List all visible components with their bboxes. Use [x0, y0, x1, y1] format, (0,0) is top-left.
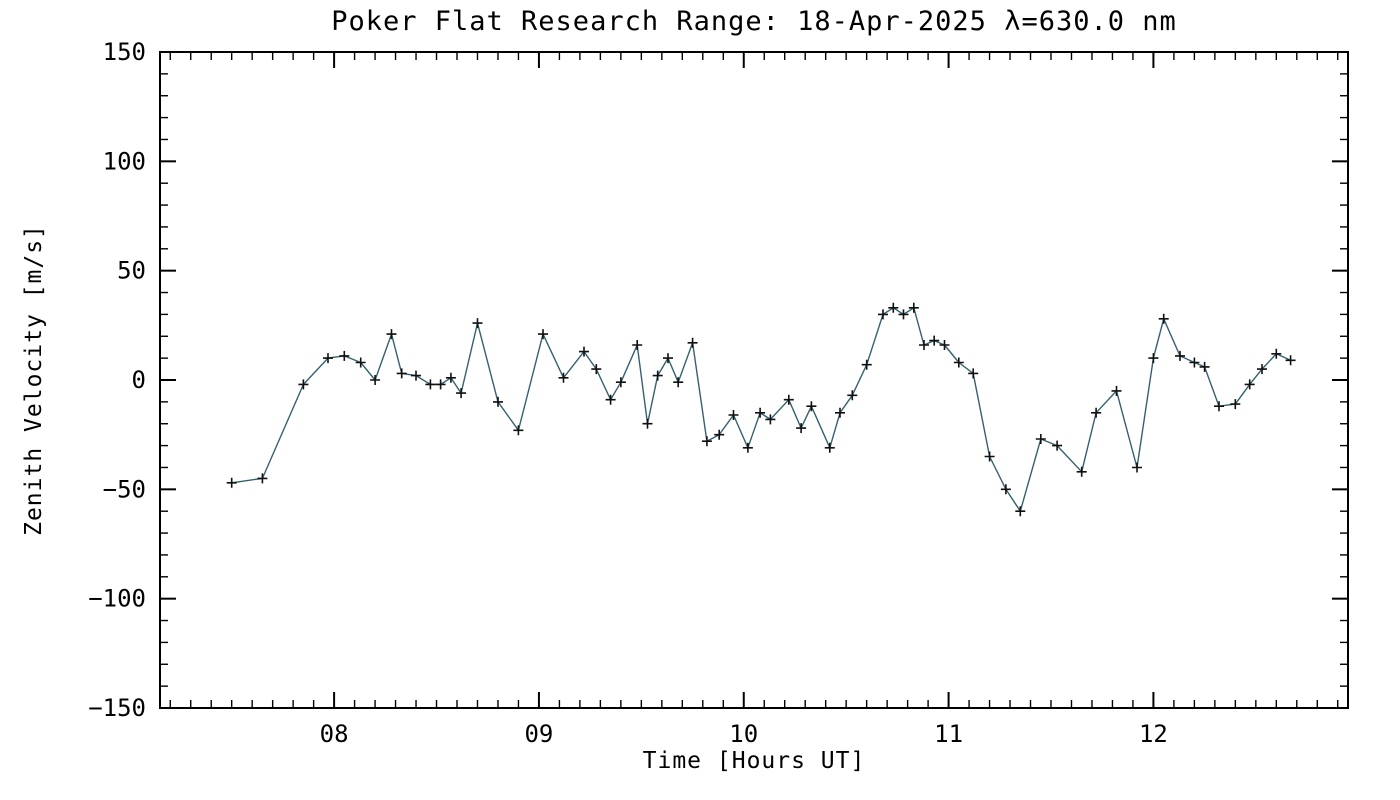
y-axis-label: Zenith Velocity [m/s]: [21, 224, 47, 536]
tick-label: 12: [1139, 720, 1168, 748]
plus-markers: [226, 302, 1296, 517]
tick-label: −100: [88, 585, 146, 613]
tick-label: 50: [117, 257, 146, 285]
tick-label: −50: [103, 475, 146, 503]
tick-label: 09: [524, 720, 553, 748]
tick-label: 0: [132, 366, 146, 394]
tick-label: 08: [320, 720, 349, 748]
x-axis-label: Time [Hours UT]: [642, 748, 866, 774]
tick-label: 10: [729, 720, 758, 748]
plot-frame: [159, 51, 1349, 709]
tick-label: −150: [88, 694, 146, 722]
tick-label: 11: [934, 720, 963, 748]
chart-title: Poker Flat Research Range: 18-Apr-2025 λ…: [331, 6, 1177, 37]
tick-label: 150: [103, 38, 146, 66]
data-line: [231, 307, 1291, 512]
tick-label: 100: [103, 147, 146, 175]
